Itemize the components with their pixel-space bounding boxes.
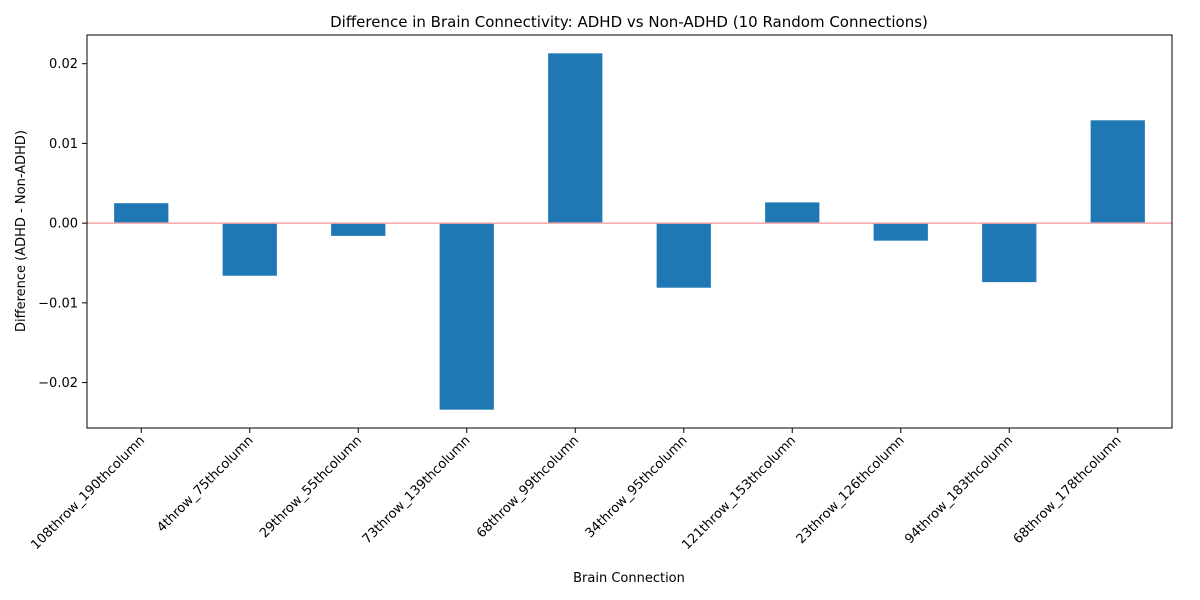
x-tick-label: 94throw_183thcolumn <box>902 433 1016 547</box>
x-tick-label: 23throw_126thcolumn <box>794 433 908 547</box>
y-tick-label: −0.02 <box>38 376 78 391</box>
plot-area: −0.02 −0.01 0.00 0.01 0.02 108throw_190thcolu… <box>28 34 1173 553</box>
x-axis-title: Brain Connection <box>573 571 685 586</box>
y-tick-label: −0.01 <box>38 296 78 311</box>
y-tick-label: 0.00 <box>49 217 78 232</box>
y-tick-label: 0.01 <box>49 137 78 152</box>
y-tick-label: 0.02 <box>49 57 78 72</box>
bar-3 <box>331 223 386 236</box>
x-tick-label: 34throw_95thcolumn <box>583 433 691 541</box>
bar-8 <box>873 223 928 241</box>
bar-10 <box>1090 120 1145 224</box>
x-tick-label: 121throw_153thcolumn <box>679 433 799 553</box>
x-tick-label: 68throw_99thcolumn <box>474 433 582 541</box>
bar-5 <box>548 53 603 224</box>
bar-1 <box>114 203 169 224</box>
bar-7 <box>765 202 820 224</box>
x-tick-label: 73throw_139thcolumn <box>360 433 474 547</box>
chart-title: Difference in Brain Connectivity: ADHD v… <box>330 13 928 31</box>
x-tick-label: 29throw_55thcolumn <box>257 433 365 541</box>
x-tick-label: 68throw_178thcolumn <box>1011 433 1125 547</box>
x-tick-label: 4throw_75thcolumn <box>154 433 256 535</box>
bar-2 <box>222 223 277 276</box>
bar-4 <box>439 223 494 410</box>
y-axis-title: Difference (ADHD - Non-ADHD) <box>14 130 29 332</box>
bar-9 <box>982 223 1037 283</box>
bar-6 <box>656 223 711 288</box>
x-tick-label: 108throw_190thcolumn <box>28 433 148 553</box>
plot-frame <box>86 34 1173 429</box>
